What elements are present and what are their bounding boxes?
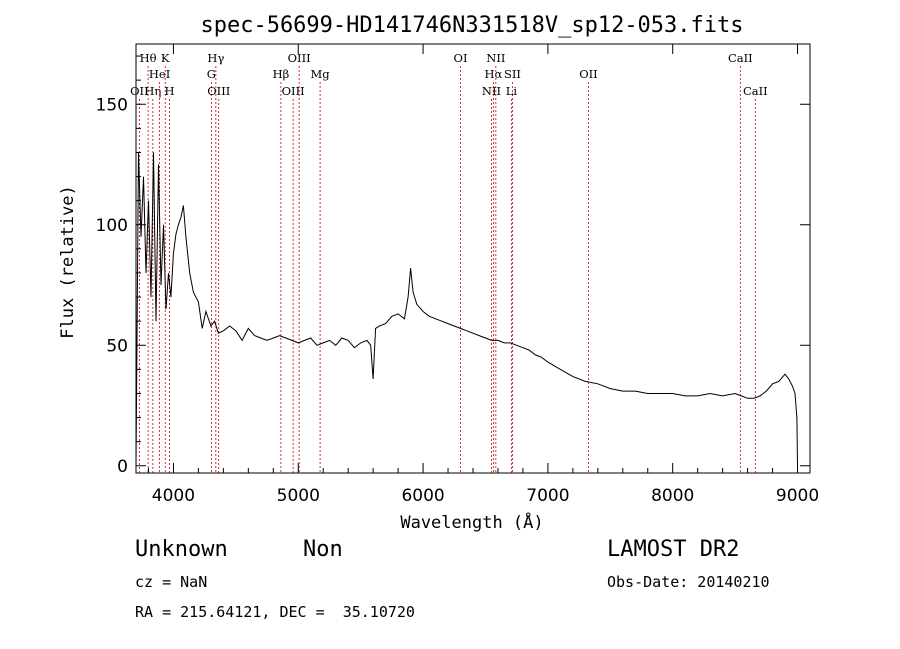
- spectral-line-label: Hη: [144, 84, 161, 98]
- spectral-line-label: OII: [579, 67, 598, 81]
- spectral-line-label: Li: [506, 84, 518, 98]
- x-axis-label: Wavelength (Å): [400, 511, 543, 533]
- spectral-line-label: HeI: [149, 67, 170, 81]
- redshift-value: cz = NaN: [135, 573, 208, 591]
- spectral-line-label: OIII: [288, 51, 311, 65]
- spectral-line-label: OI: [454, 51, 468, 65]
- spectral-line-label: CaII: [743, 84, 768, 98]
- y-tick-label: 150: [96, 95, 128, 115]
- y-tick-label: 100: [96, 216, 128, 236]
- y-tick-label: 50: [106, 336, 128, 356]
- x-tick-label: 9000: [776, 486, 819, 506]
- observation-date: Obs-Date: 20140210: [607, 573, 770, 591]
- x-tick-label: 8000: [651, 486, 694, 506]
- spectral-line-label: Hα: [484, 67, 502, 81]
- object-class: Unknown: [135, 537, 228, 562]
- spectral-line-label: Mg: [311, 67, 331, 81]
- spectral-line-label: NII: [486, 51, 505, 65]
- spectral-line-label: CaII: [728, 51, 753, 65]
- spectral-line-label: NII: [482, 84, 501, 98]
- line-markers: OIIHθHηHeIKHHγGOIIIHβOIIIOIIIMgOINIIHαNI…: [130, 51, 768, 473]
- spectral-line-label: K: [161, 51, 170, 65]
- spectral-line-label: Hγ: [207, 51, 224, 65]
- x-axis-ticks: 4000 5000 6000 7000 8000 9000: [147, 44, 819, 506]
- x-tick-label: 5000: [277, 486, 320, 506]
- survey-name: LAMOST DR2: [607, 537, 740, 562]
- spectral-line-label: G: [207, 67, 216, 81]
- spectral-line-label: H: [165, 84, 175, 98]
- spectral-line-label: Hθ: [140, 51, 157, 65]
- spectrum-line: [135, 152, 798, 466]
- spectral-line-label: OIII: [207, 84, 230, 98]
- y-tick-label: 0: [117, 457, 128, 477]
- spectral-line-label: OIII: [282, 84, 305, 98]
- spectral-line-label: OII: [130, 84, 149, 98]
- x-tick-label: 6000: [401, 486, 444, 506]
- spectral-line-label: SII: [504, 67, 521, 81]
- y-axis-label: Flux (relative): [58, 185, 78, 339]
- coordinates: RA = 215.64121, DEC = 35.10720: [135, 603, 415, 621]
- y-axis-ticks: 0 50 100 150: [96, 55, 810, 477]
- object-subclass: Non: [303, 537, 343, 562]
- plot-frame: [135, 43, 811, 474]
- spectral-line-label: Hβ: [273, 67, 290, 81]
- x-tick-label: 7000: [526, 486, 569, 506]
- chart-title: spec-56699-HD141746N331518V_sp12-053.fit…: [200, 13, 743, 38]
- x-tick-label: 4000: [152, 486, 195, 506]
